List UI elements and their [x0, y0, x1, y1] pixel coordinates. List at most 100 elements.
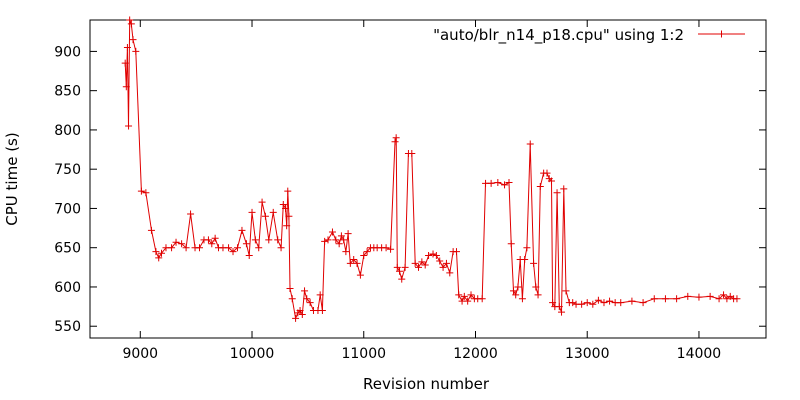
data-point [547, 177, 555, 185]
data-point [155, 254, 163, 262]
data-point [279, 201, 287, 209]
y-axis-title: CPU time (s) [3, 132, 21, 225]
data-point [363, 248, 371, 256]
data-point [245, 252, 253, 260]
data-point [274, 236, 282, 244]
data-point [446, 269, 454, 277]
data-point [152, 248, 160, 256]
data-point [342, 248, 350, 256]
data-point [415, 263, 423, 271]
data-point [521, 255, 529, 263]
y-tick-label: 650 [54, 241, 81, 257]
data-point [142, 189, 150, 197]
data-point [301, 287, 309, 295]
data-point [132, 47, 140, 55]
data-point [255, 244, 263, 252]
data-point [555, 303, 563, 311]
data-point [720, 291, 728, 299]
data-point [284, 187, 292, 195]
y-tick-label: 900 [54, 44, 81, 60]
data-point [526, 140, 534, 148]
data-point [436, 257, 444, 265]
y-tick-label: 550 [54, 319, 81, 335]
data-point [650, 295, 658, 303]
data-point [360, 252, 368, 260]
data-point [123, 43, 131, 51]
x-tick-label: 13000 [565, 346, 610, 362]
plot-frame [89, 19, 767, 339]
data-point [292, 314, 300, 322]
data-point [578, 300, 586, 308]
data-point [283, 222, 291, 230]
data-point [534, 291, 542, 299]
data-point [125, 122, 133, 130]
data-point [530, 259, 538, 267]
data-point [425, 252, 433, 260]
data-point [288, 295, 296, 303]
series-line [124, 19, 737, 321]
data-point [673, 295, 681, 303]
data-point [353, 259, 361, 267]
data-point [464, 297, 472, 305]
data-point [589, 300, 597, 308]
data-point [514, 283, 522, 291]
data-point [467, 291, 475, 299]
data-point [382, 244, 390, 252]
data-point [282, 204, 290, 212]
data-point [238, 226, 246, 234]
data-point [129, 36, 137, 44]
data-point [733, 295, 741, 303]
data-point [411, 259, 419, 267]
data-point [337, 232, 345, 240]
data-point [172, 238, 180, 246]
data-point [306, 299, 314, 307]
data-point [340, 236, 348, 244]
data-point [344, 230, 352, 238]
x-tick-label: 9000 [122, 346, 158, 362]
data-point [233, 244, 241, 252]
data-point [182, 244, 190, 252]
data-point [229, 248, 237, 256]
data-point [706, 292, 714, 300]
data-point [478, 295, 486, 303]
y-tick-label: 850 [54, 84, 81, 100]
data-point [298, 310, 306, 318]
data-point [439, 263, 447, 271]
x-tick-label: 11000 [341, 346, 386, 362]
data-point [392, 134, 400, 142]
data-point [121, 59, 129, 67]
data-point [137, 187, 145, 195]
data-point [494, 179, 502, 187]
data-point [452, 248, 460, 256]
data-point [196, 244, 204, 252]
data-point [661, 295, 669, 303]
data-point [265, 236, 273, 244]
data-point [296, 307, 304, 315]
data-point [536, 182, 544, 190]
data-point [432, 252, 440, 260]
data-point [204, 236, 212, 244]
data-point [583, 299, 591, 307]
data-point [332, 236, 340, 244]
data-point [695, 293, 703, 301]
legend-marker [718, 30, 725, 38]
data-point [324, 236, 332, 244]
data-point [168, 244, 176, 252]
data-point [356, 271, 364, 279]
data-point [393, 263, 401, 271]
data-point [543, 169, 551, 177]
data-point [122, 83, 130, 91]
data-point [553, 189, 561, 197]
data-point [346, 259, 354, 267]
data-point [518, 295, 526, 303]
data-point [501, 181, 509, 189]
y-tick-label: 700 [54, 201, 81, 217]
data-point [158, 249, 166, 257]
data-point [350, 255, 358, 263]
data-point [639, 299, 647, 307]
data-point [285, 212, 293, 220]
data-point [532, 283, 540, 291]
legend-label: "auto/blr_n14_p18.cpu" using 1:2 [433, 26, 684, 45]
data-point [600, 299, 608, 307]
